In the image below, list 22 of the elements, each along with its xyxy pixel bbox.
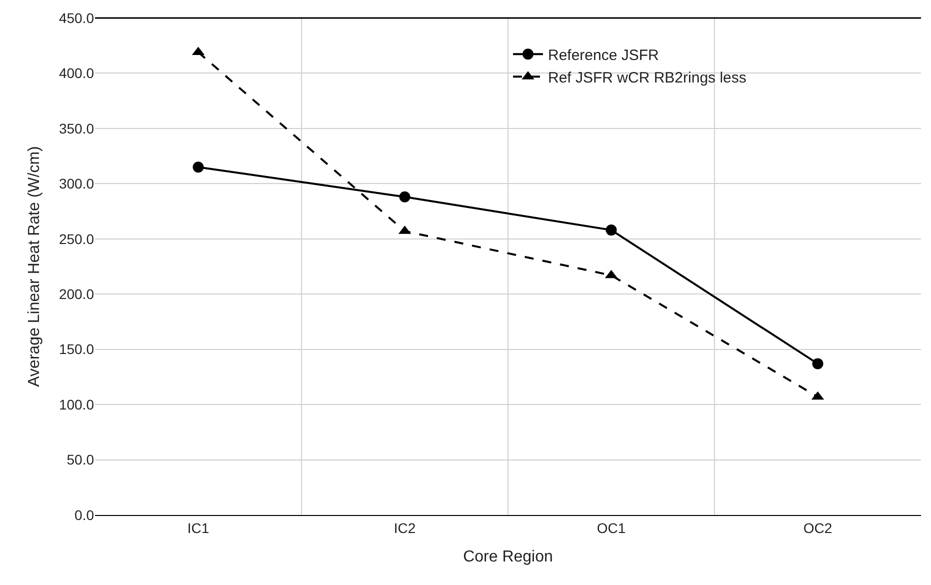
y-tick-label: 150.0 [58,341,94,358]
y-tick-label: 50.0 [66,452,94,468]
y-tick-label: 400.0 [58,65,94,82]
y-tick-label: 350.0 [58,120,94,136]
point [812,358,824,370]
x-tick-label: OC1 [596,520,626,536]
y-tick-label: 200.0 [58,286,94,302]
y-tick-label: 0.0 [74,506,94,523]
legend-label: Reference JSFR [548,46,660,64]
y-tick-label: 100.0 [58,396,94,412]
y-tick-label: 300.0 [58,176,94,192]
x-tick-label: IC1 [187,520,210,536]
y-tick-label: 250.0 [58,230,94,247]
y-tick-label: 450.0 [58,10,94,26]
point [399,191,410,202]
x-tick-label: IC2 [394,520,416,536]
legend-label: Ref JSFR wCR RB2rings less [548,69,746,86]
x-axis-title: Core Region [463,548,553,566]
x-tick-label: OC2 [803,520,832,536]
point [606,224,617,236]
y-axis-title: Average Linear Heat Rate (W/cm) [26,146,43,387]
point [192,162,204,173]
